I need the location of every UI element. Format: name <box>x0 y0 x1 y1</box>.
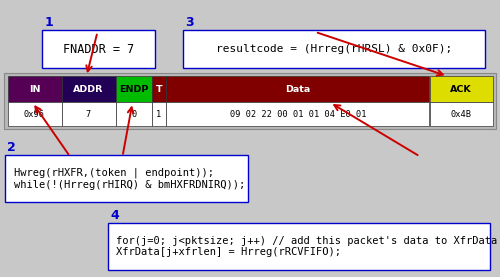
FancyBboxPatch shape <box>182 30 485 68</box>
Text: ADDR: ADDR <box>74 85 104 94</box>
Text: for(j=0; j<pktsize; j++) // add this packet's data to XfrData array
XfrData[j+xf: for(j=0; j<pktsize; j++) // add this pac… <box>116 236 500 257</box>
Bar <box>166 76 429 102</box>
Text: ACK: ACK <box>450 85 472 94</box>
Text: Data: Data <box>285 85 310 94</box>
Text: 2: 2 <box>8 141 16 154</box>
Bar <box>152 102 166 126</box>
Bar <box>116 102 152 126</box>
Text: 3: 3 <box>185 16 194 29</box>
Text: T: T <box>156 85 162 94</box>
Text: Hwreg(rHXFR,(token | endpoint));
while(!(Hrreg(rHIRQ) & bmHXFRDNIRQ));: Hwreg(rHXFR,(token | endpoint)); while(!… <box>14 168 245 190</box>
Bar <box>4 73 496 129</box>
Text: resultcode = (Hrreg(rHRSL) & 0x0F);: resultcode = (Hrreg(rHRSL) & 0x0F); <box>216 44 452 54</box>
Bar <box>430 102 492 126</box>
FancyBboxPatch shape <box>108 223 490 270</box>
Text: 1: 1 <box>45 16 54 29</box>
Bar <box>116 76 152 102</box>
Text: 0x4B: 0x4B <box>450 110 471 119</box>
Text: 0x96: 0x96 <box>24 110 45 119</box>
Bar <box>62 76 116 102</box>
FancyBboxPatch shape <box>42 30 155 68</box>
Text: ENDP: ENDP <box>119 85 148 94</box>
FancyBboxPatch shape <box>5 155 248 202</box>
Text: 4: 4 <box>110 209 119 222</box>
Text: 0: 0 <box>131 110 136 119</box>
Text: IN: IN <box>29 85 40 94</box>
Text: 1: 1 <box>156 110 162 119</box>
Text: FNADDR = 7: FNADDR = 7 <box>63 43 134 56</box>
Text: 09 02 22 00 01 01 04 E0 01: 09 02 22 00 01 01 04 E0 01 <box>230 110 366 119</box>
Bar <box>166 102 429 126</box>
Bar <box>430 76 492 102</box>
Bar <box>8 102 62 126</box>
Bar <box>8 76 62 102</box>
Text: 7: 7 <box>86 110 91 119</box>
Bar <box>152 76 166 102</box>
Bar <box>62 102 116 126</box>
